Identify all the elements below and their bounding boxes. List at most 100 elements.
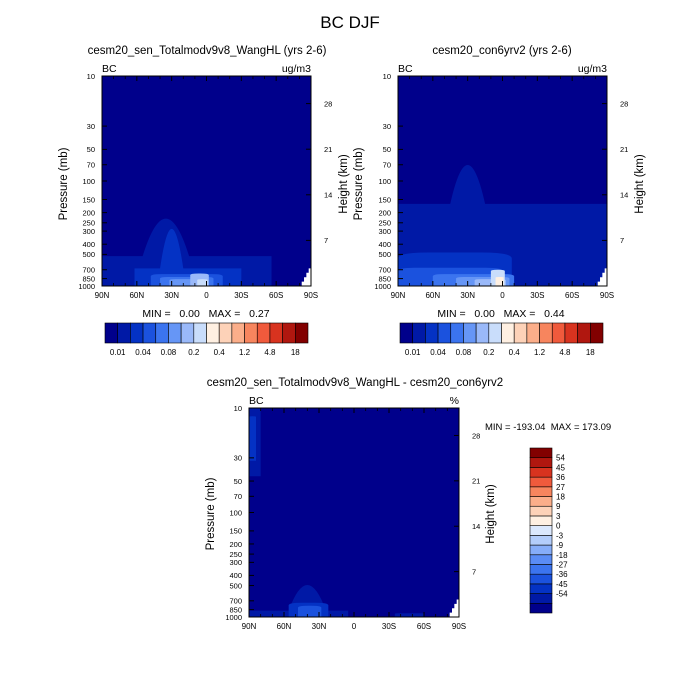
- y-tick-label: 250: [229, 550, 242, 559]
- y-right-tick-label: 14: [324, 191, 332, 200]
- colorbar-label: 0.01: [110, 348, 126, 357]
- x-tick-label: 90N: [95, 291, 110, 300]
- colorbar-box: [529, 544, 553, 556]
- y-tick-label: 700: [82, 266, 95, 275]
- x-tick-label: 30N: [164, 291, 179, 300]
- colorbar-box: [269, 322, 283, 344]
- y-tick-label: 100: [229, 508, 242, 517]
- colorbar-box: [513, 322, 528, 344]
- colorbar-box: [529, 447, 553, 459]
- colorbar-label: 0.08: [161, 348, 177, 357]
- colorbar-box: [529, 564, 553, 575]
- panel-2-ylabel-right: Height (km): [634, 154, 646, 214]
- colorbar-box: [564, 322, 578, 344]
- colorbar-box: [529, 583, 553, 594]
- colorbar-label: 45: [556, 463, 565, 472]
- y-tick-label: 250: [378, 219, 391, 228]
- colorbar-box: [295, 322, 309, 344]
- colorbar-box: [488, 322, 502, 344]
- y-tick-label: 400: [378, 240, 391, 249]
- y-tick-label: 100: [82, 177, 95, 186]
- panel-1-colorbar: 0.01 0.04 0.08 0.2 0.4 1.2 4.8 18: [104, 322, 309, 357]
- y-tick-label: 30: [87, 122, 95, 131]
- terrain-mask: [597, 268, 607, 286]
- y-tick-label: 500: [82, 250, 95, 259]
- colorbar-box: [529, 476, 553, 488]
- colorbar-label: 9: [556, 502, 561, 511]
- panel-2-stats: MIN = 0.00 MAX = 0.44: [437, 308, 564, 320]
- colorbar-label: 36: [556, 473, 565, 482]
- panel-1: cesm20_sen_Totalmodv9v8_WangHL (yrs 2-6)…: [58, 45, 350, 357]
- y-tick-label: 850: [229, 605, 242, 614]
- contour-region-1: [134, 228, 242, 286]
- y-right-tick-label: 7: [620, 236, 624, 245]
- y-tick-label: 70: [87, 161, 95, 170]
- colorbar-box: [539, 322, 553, 344]
- colorbar-box: [256, 322, 271, 344]
- y-right-tick-label: 14: [620, 191, 628, 200]
- y-tick-label: 10: [383, 72, 391, 81]
- contour-region-4: [298, 605, 322, 617]
- panel-2-corner-left: BC: [398, 63, 413, 75]
- panel-2: cesm20_con6yrv2 (yrs 2-6) BC ug/m3 90N 60…: [353, 45, 646, 357]
- contour-region-5: [394, 613, 424, 617]
- y-tick-label: 50: [87, 145, 95, 154]
- y-tick-label: 50: [383, 145, 391, 154]
- colorbar-label: 0.2: [188, 348, 200, 357]
- x-tick-label: 60S: [269, 291, 283, 300]
- y-tick-label: 200: [229, 540, 242, 549]
- x-tick-label: 0: [352, 622, 357, 631]
- y-tick-label: 850: [378, 274, 391, 283]
- terrain-mask: [449, 599, 459, 617]
- colorbar-box: [130, 322, 144, 344]
- panel-2-corner-right: ug/m3: [578, 63, 607, 75]
- panel-1-ylabel: Pressure (mb): [58, 147, 70, 220]
- colorbar-box: [529, 593, 553, 604]
- panel-1-plot: 90N 60N 30N 0 30S 60S 90S 10 30 50 70 100 150 200 2503…: [78, 72, 332, 300]
- y-tick-label: 1000: [225, 613, 242, 622]
- y-tick-label: 70: [383, 161, 391, 170]
- y-tick-label: 70: [234, 492, 242, 501]
- colorbar-box: [551, 322, 566, 344]
- x-tick-label: 60N: [277, 622, 292, 631]
- colorbar-box: [529, 535, 553, 546]
- colorbar-box: [475, 322, 490, 344]
- panel-3-plot: 90N 60N 30N 0 30S 60S 90S 10 30 50 70 100 150 2002503…: [225, 404, 480, 631]
- y-tick-label: 700: [378, 266, 391, 275]
- colorbar-label: 0.08: [456, 348, 472, 357]
- colorbar-box: [168, 322, 182, 344]
- y-right-tick-label: 21: [472, 477, 480, 486]
- colorbar-box: [244, 322, 258, 344]
- colorbar-box: [529, 486, 553, 497]
- x-tick-label: 30S: [382, 622, 396, 631]
- contour-region-1: [249, 416, 256, 461]
- plot-background: [249, 408, 459, 617]
- y-tick-label: 50: [234, 477, 242, 486]
- colorbar-box: [155, 322, 169, 344]
- x-tick-label: 60S: [565, 291, 579, 300]
- colorbar-box: [180, 322, 195, 344]
- colorbar-box: [529, 554, 553, 565]
- y-tick-label: 700: [229, 597, 242, 606]
- y-right-tick-label: 21: [620, 145, 628, 154]
- colorbar-label: 0.4: [214, 348, 226, 357]
- colorbar-label: -45: [556, 580, 568, 589]
- colorbar-box: [142, 322, 157, 344]
- y-tick-label: 30: [383, 122, 391, 131]
- colorbar-label: 0.04: [135, 348, 151, 357]
- colorbar-box: [529, 515, 553, 526]
- y-right-tick-label: 7: [324, 236, 328, 245]
- x-tick-label: 0: [500, 291, 505, 300]
- y-right-tick-label: 28: [620, 99, 628, 108]
- y-right-tick-label: 28: [472, 431, 480, 440]
- panel-2-colorbar: 0.01 0.04 0.08 0.2 0.4 1.2 4.8 18: [399, 322, 604, 357]
- panel-3-stats: MIN = -193.04 MAX = 173.09: [485, 422, 611, 433]
- colorbar-box: [425, 322, 439, 344]
- y-tick-label: 500: [229, 581, 242, 590]
- x-tick-label: 30S: [234, 291, 248, 300]
- colorbar-label: 4.8: [264, 348, 276, 357]
- colorbar-label: 27: [556, 483, 565, 492]
- panel-3-ylabel: Pressure (mb): [205, 477, 217, 550]
- colorbar-label: 0: [556, 522, 561, 531]
